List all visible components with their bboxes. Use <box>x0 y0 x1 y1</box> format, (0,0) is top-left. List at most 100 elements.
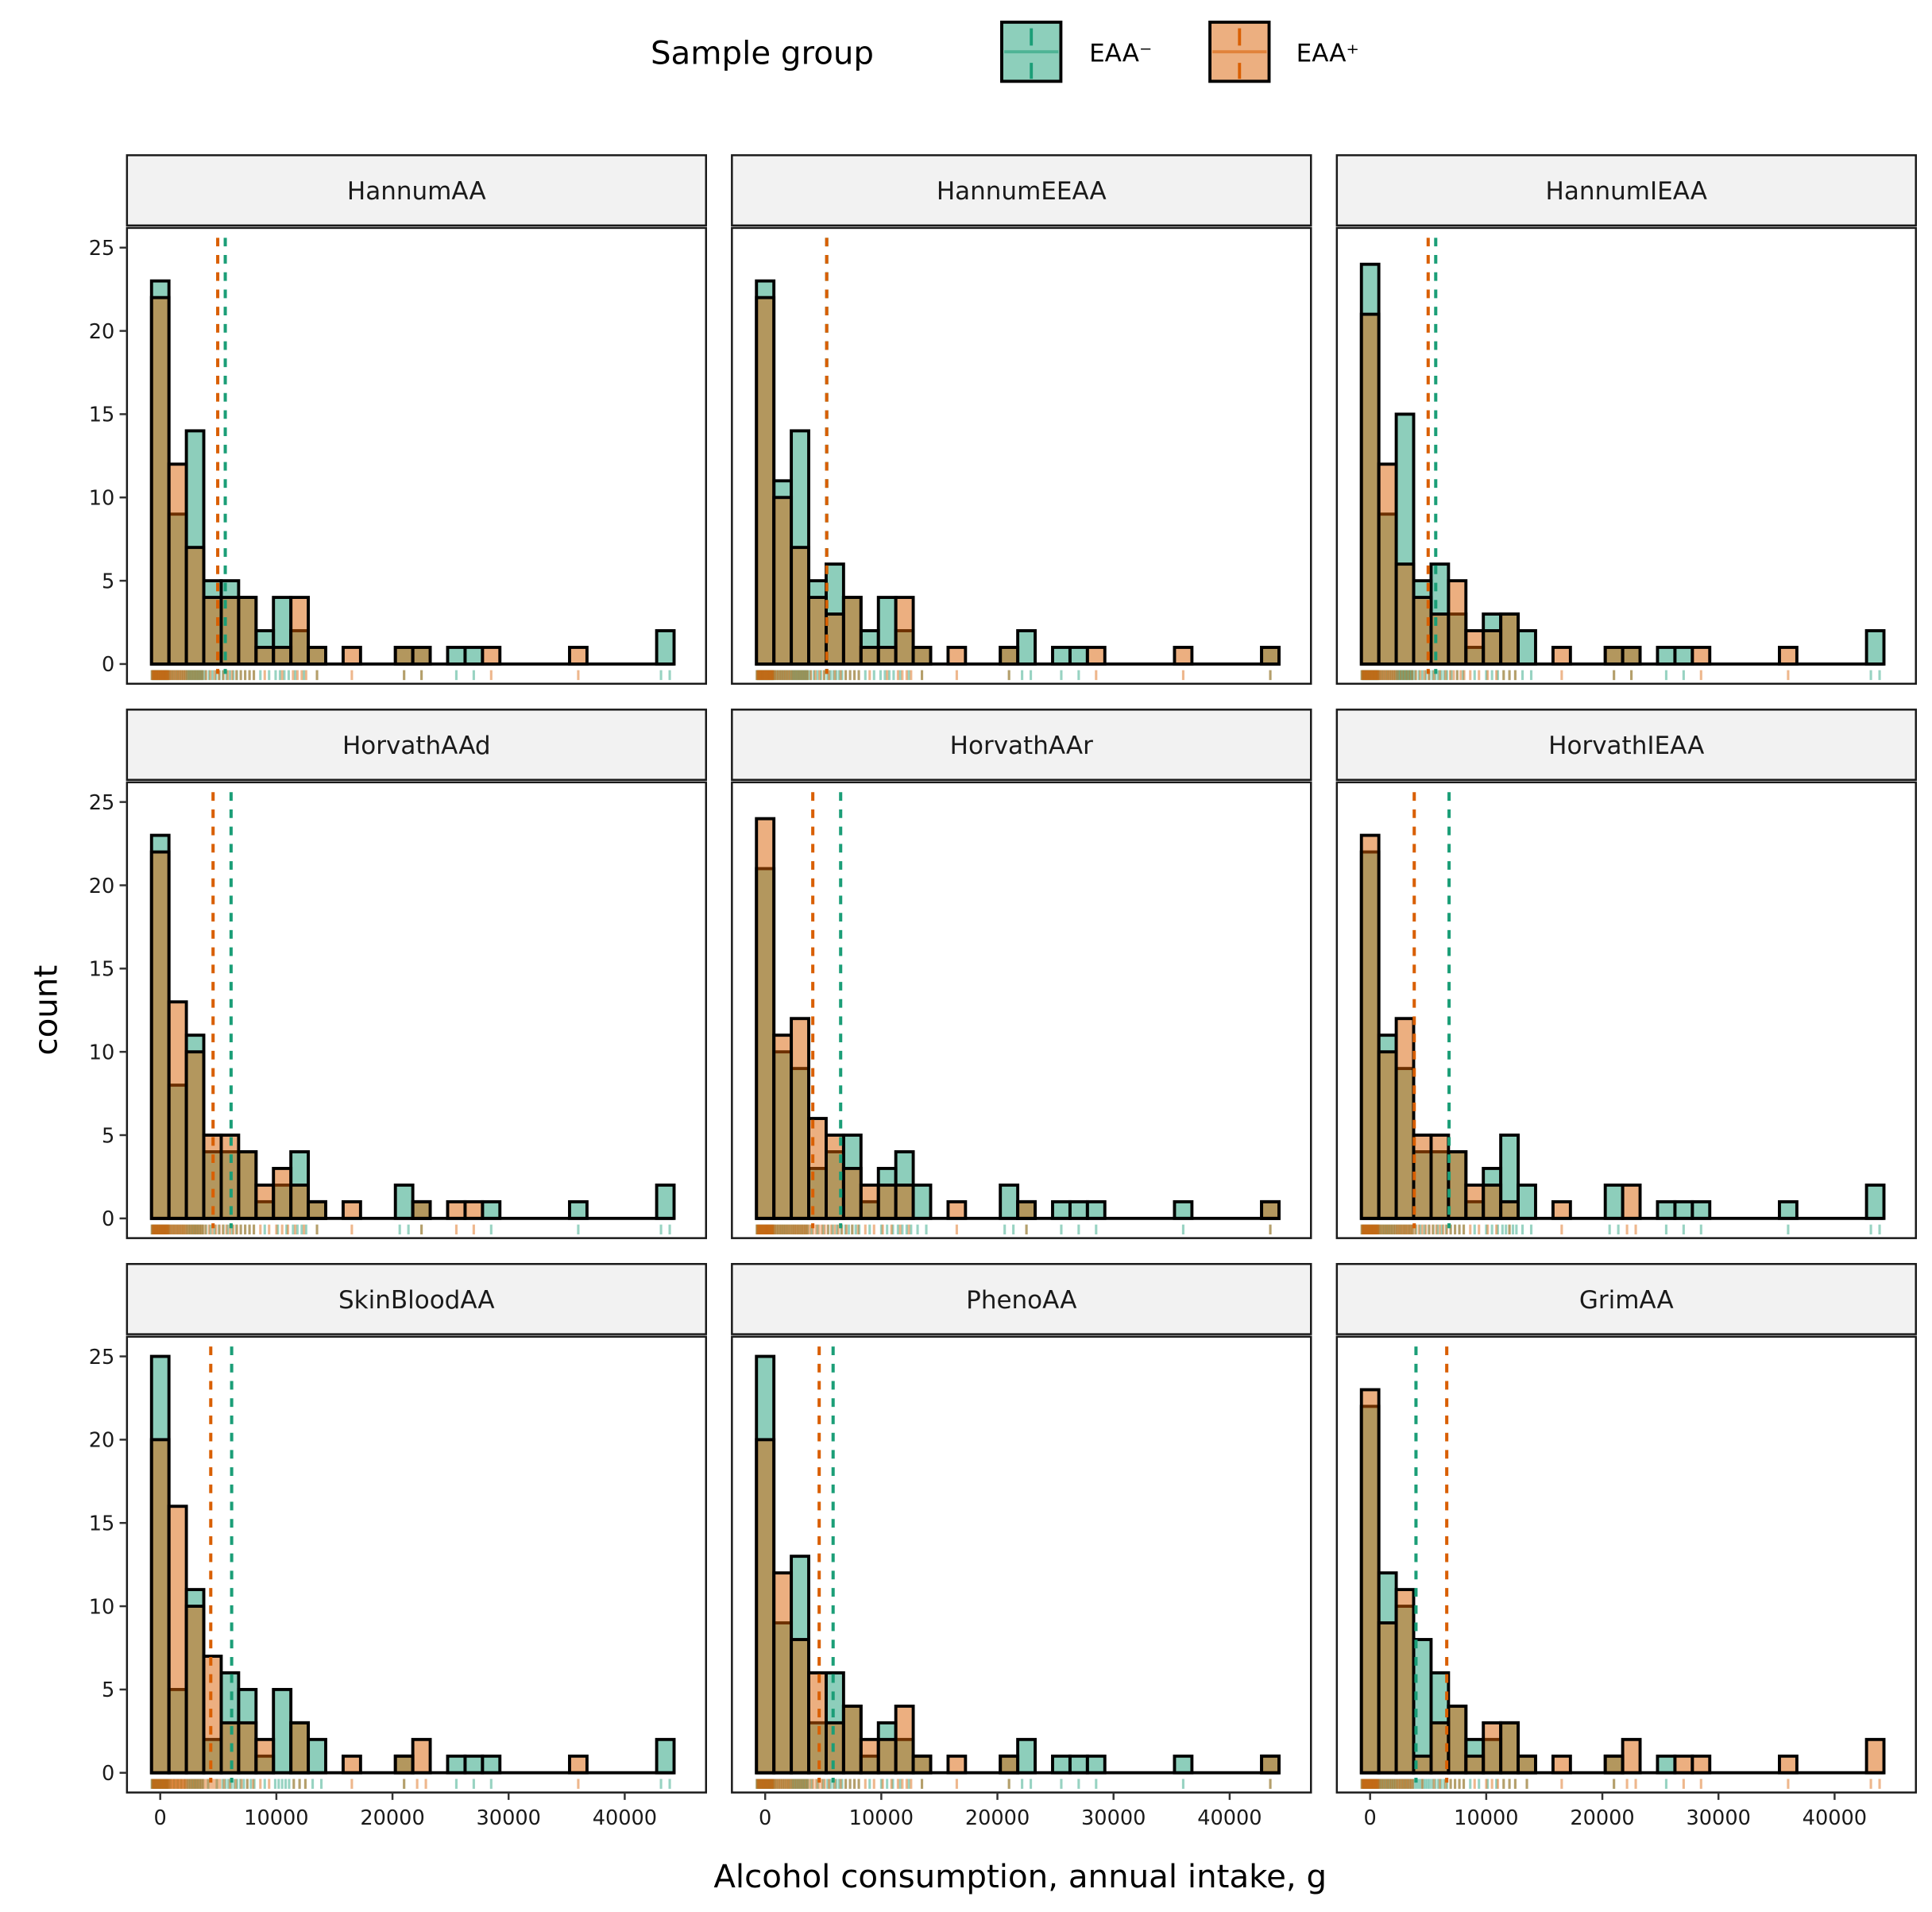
x-tick-label: 30000 <box>477 1806 541 1830</box>
histogram-bar-eaa-plus <box>219 1721 241 1775</box>
histogram-bar-eaa-plus <box>1260 646 1281 666</box>
histogram-bar-eaa-minus <box>1068 1754 1089 1775</box>
strip-title: SkinBloodAA <box>338 1286 495 1315</box>
panel-border <box>1335 781 1917 1239</box>
histogram-bar-eaa-plus <box>568 1754 589 1775</box>
histogram-bar-eaa-plus <box>1359 1388 1381 1775</box>
histogram-bar-eaa-plus <box>946 646 968 666</box>
histogram-bar-eaa-plus <box>755 295 776 666</box>
strip-title: GrimAA <box>1579 1286 1674 1315</box>
histogram-bar-eaa-plus <box>911 646 933 666</box>
histogram-bar-eaa-plus <box>568 646 589 666</box>
y-tick-label: 5 <box>102 1678 114 1702</box>
histogram-bar-eaa-plus <box>1377 1621 1398 1775</box>
y-tick-label: 0 <box>102 653 114 677</box>
histogram-bar-eaa-plus <box>1394 1588 1416 1775</box>
facet-panel-phenoaa: PhenoAA 0 10000 20000 30000 40000 <box>731 1262 1312 1830</box>
histogram-bar-eaa-plus <box>999 1754 1020 1775</box>
legend-item-eaa-minus: EAA⁻ <box>1000 20 1152 83</box>
x-tick-label: 0 <box>759 1806 771 1830</box>
histogram-bar-eaa-plus <box>772 496 794 666</box>
strip-background <box>731 1262 1312 1335</box>
histogram-bar-eaa-minus <box>1778 1199 1799 1220</box>
strip-title: HorvathIEAA <box>1548 732 1704 760</box>
histogram-bar-eaa-minus <box>1085 1754 1107 1775</box>
histogram-bar-eaa-plus <box>167 1000 188 1220</box>
facet-panel-skinbloodaa: SkinBloodAA 0 5 10 15 20 25 0 10000 20000 30000 400… <box>89 1262 708 1830</box>
histogram-bar-eaa-plus <box>1464 1183 1486 1220</box>
histogram-bar-eaa-plus <box>876 1183 898 1220</box>
histogram-bar-eaa-plus <box>1464 1754 1486 1775</box>
histogram-bar-eaa-plus <box>254 1183 276 1220</box>
histogram-bar-eaa-plus <box>272 1166 293 1220</box>
facet-panel-grimaa: GrimAA 0 10000 20000 30000 40000 <box>1335 1262 1917 1830</box>
histogram-bar-eaa-minus <box>1085 1199 1107 1220</box>
strip-background <box>731 154 1312 227</box>
strip-title: PhenoAA <box>966 1286 1076 1315</box>
histogram-bar-eaa-plus <box>289 596 311 666</box>
histogram-bar-eaa-plus <box>911 1754 933 1775</box>
facet-panel-horvathaad: HorvathAAd 0 5 10 15 20 25 <box>89 709 708 1239</box>
histogram-bar-eaa-plus <box>237 596 258 666</box>
histogram-bar-eaa-minus <box>446 1754 467 1775</box>
histogram-bar-eaa-plus <box>237 1150 258 1220</box>
panel-border <box>1335 226 1917 685</box>
histogram-bar-eaa-plus <box>272 646 293 666</box>
histogram-bar-eaa-plus <box>149 1438 171 1775</box>
histogram-bar-eaa-minus <box>1603 1183 1625 1220</box>
histogram-bar-eaa-minus <box>1656 1754 1677 1775</box>
histogram-bar-eaa-minus <box>272 1687 293 1775</box>
histogram-bar-eaa-plus <box>1551 646 1572 666</box>
histogram-bar-eaa-minus <box>655 1737 676 1775</box>
y-tick-label: 15 <box>89 1512 115 1536</box>
strip-title: HorvathAAr <box>950 732 1093 760</box>
histogram-bar-eaa-plus <box>1673 1754 1694 1775</box>
strip-background <box>126 709 708 781</box>
histogram-bar-eaa-plus <box>876 1737 898 1775</box>
histogram-bar-eaa-plus <box>1690 1754 1712 1775</box>
y-tick-label: 20 <box>89 875 115 898</box>
histogram-bar-eaa-plus <box>254 1737 276 1775</box>
histogram-bar-eaa-plus <box>237 1721 258 1775</box>
y-tick-label: 5 <box>102 1124 114 1148</box>
legend: Sample group EAA⁻ EAA⁺ <box>651 20 1359 83</box>
histogram-bar-eaa-plus <box>1603 646 1625 666</box>
histogram-bar-eaa-plus <box>1359 833 1381 1220</box>
histogram-bar-eaa-plus <box>1394 1017 1416 1220</box>
histogram-bar-eaa-minus <box>307 1737 327 1775</box>
legend-item-eaa-plus: EAA⁺ <box>1208 20 1359 83</box>
histogram-bar-eaa-minus <box>655 629 676 666</box>
histogram-bar-eaa-plus <box>1464 629 1486 666</box>
histogram-bar-eaa-minus <box>1068 646 1089 666</box>
histogram-bar-eaa-plus <box>946 1754 968 1775</box>
histogram-bar-eaa-minus <box>481 1199 502 1220</box>
panel-border <box>126 226 708 685</box>
histogram-bar-eaa-plus <box>341 646 362 666</box>
histogram-bar-eaa-plus <box>772 1571 794 1775</box>
histogram-bar-eaa-plus <box>1359 312 1381 666</box>
histogram-bar-eaa-plus <box>1603 1754 1625 1775</box>
histogram-bar-eaa-minus <box>1517 1183 1537 1220</box>
histogram-bar-eaa-minus <box>1051 1754 1072 1775</box>
histogram-bar-eaa-plus <box>289 1721 311 1775</box>
histogram-bar-eaa-plus <box>1482 629 1503 666</box>
histogram-bar-eaa-plus <box>1482 1721 1503 1775</box>
histogram-bar-eaa-plus <box>1260 1199 1281 1220</box>
histogram-bar-eaa-plus <box>841 596 863 666</box>
histogram-bar-eaa-minus <box>1173 1199 1194 1220</box>
histogram-bar-eaa-plus <box>411 1199 432 1220</box>
histogram-bar-eaa-minus <box>463 646 485 666</box>
histogram-bar-eaa-plus <box>807 1117 828 1220</box>
histogram-bar-eaa-plus <box>1778 646 1799 666</box>
x-tick-label: 40000 <box>1803 1806 1867 1830</box>
histogram-bar-eaa-plus <box>807 596 828 666</box>
histogram-bar-eaa-plus <box>1377 462 1398 666</box>
histogram-bar-eaa-plus <box>946 1199 968 1220</box>
histogram-bar-eaa-plus <box>859 646 880 666</box>
histogram-bar-eaa-plus <box>999 646 1020 666</box>
y-tick-label: 10 <box>89 1041 115 1064</box>
histogram-bar-eaa-plus <box>341 1754 362 1775</box>
histogram-bar-eaa-plus <box>1173 646 1194 666</box>
histogram-bar-eaa-plus <box>411 646 432 666</box>
histogram-bar-eaa-minus <box>1517 629 1537 666</box>
